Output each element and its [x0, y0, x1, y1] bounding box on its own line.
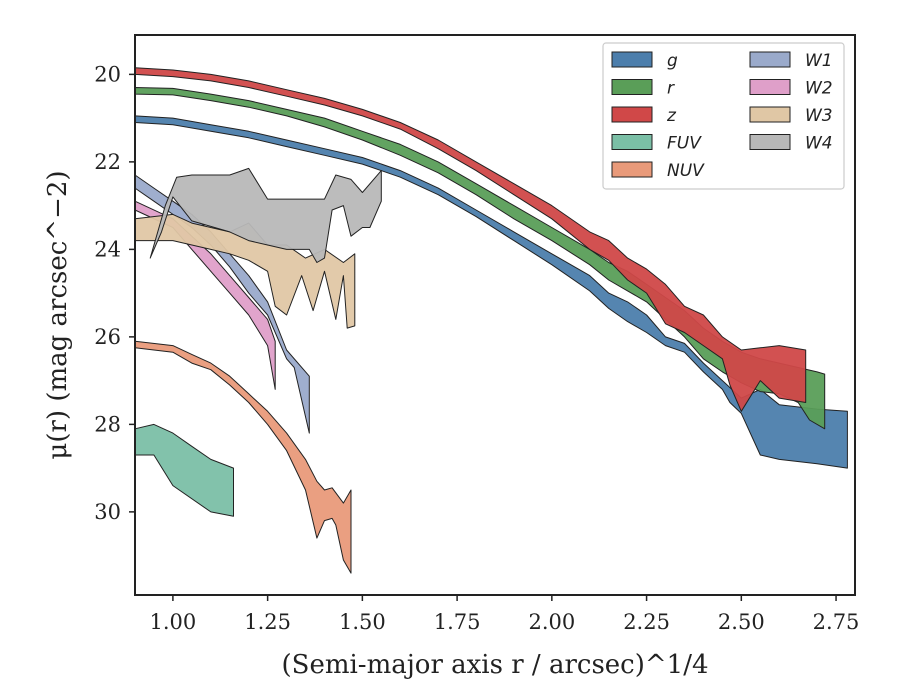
x-tick-label: 2.00	[528, 610, 575, 634]
x-tick-label: 1.25	[244, 610, 291, 634]
legend-swatch-r	[611, 79, 653, 95]
legend-items: grz FUV NUV W1 W2 W3 W4	[611, 51, 833, 181]
area-z	[134, 67, 807, 412]
axis-ticks: 1.00 1.25 1.50 1.75 2.00 2.25 2.50 2.75 20 22 24 26…	[94, 62, 859, 634]
legend: grz FUV NUV W1 W2 W3 W4	[602, 42, 845, 190]
legend-swatch-nuv	[611, 161, 653, 178]
area-fuv	[134, 423, 234, 517]
plot-frame	[134, 34, 856, 596]
x-tick-label: 2.25	[623, 610, 670, 634]
y-tick-label: 22	[94, 150, 121, 174]
legend-label-w3: W3	[805, 106, 833, 126]
legend-label-r: r	[667, 79, 675, 99]
y-tick-label: 28	[94, 412, 121, 436]
series-areas	[134, 67, 848, 574]
legend-swatch-g	[611, 51, 653, 68]
x-tick-label: 1.50	[339, 610, 386, 634]
area-r	[134, 87, 826, 430]
x-tick-label: 2.50	[718, 610, 765, 634]
legend-swatch-fuv	[611, 134, 653, 150]
legend-label-g: g	[667, 51, 678, 71]
legend-swatch-z	[611, 106, 653, 123]
legend-label-w2: W2	[805, 79, 833, 99]
area-w4	[149, 167, 382, 263]
x-tick-label: 1.00	[150, 610, 197, 634]
legend-swatch-w3	[749, 106, 791, 123]
y-tick-label: 20	[94, 62, 121, 86]
x-tick-label: 1.75	[434, 610, 481, 634]
legend-label-w4: W4	[805, 134, 833, 154]
legend-swatch-w2	[749, 79, 791, 95]
y-axis-label: μ(r) (mag arcsec^−2)	[43, 170, 73, 459]
y-tick-label: 24	[94, 237, 121, 261]
area-g	[134, 115, 848, 469]
x-axis-label: (Semi-major axis r / arcsec)^1/4	[281, 650, 708, 680]
legend-swatch-w1	[749, 51, 791, 68]
x-tick-label: 2.75	[813, 610, 860, 634]
y-tick-label: 30	[94, 500, 121, 524]
area-nuv	[134, 340, 352, 574]
legend-label-w1: W1	[805, 51, 833, 71]
legend-label-z: z	[666, 106, 677, 126]
legend-label-nuv: NUV	[667, 161, 705, 181]
legend-swatch-w4	[749, 134, 791, 150]
y-tick-label: 26	[94, 325, 121, 349]
legend-label-fuv: FUV	[667, 134, 702, 154]
